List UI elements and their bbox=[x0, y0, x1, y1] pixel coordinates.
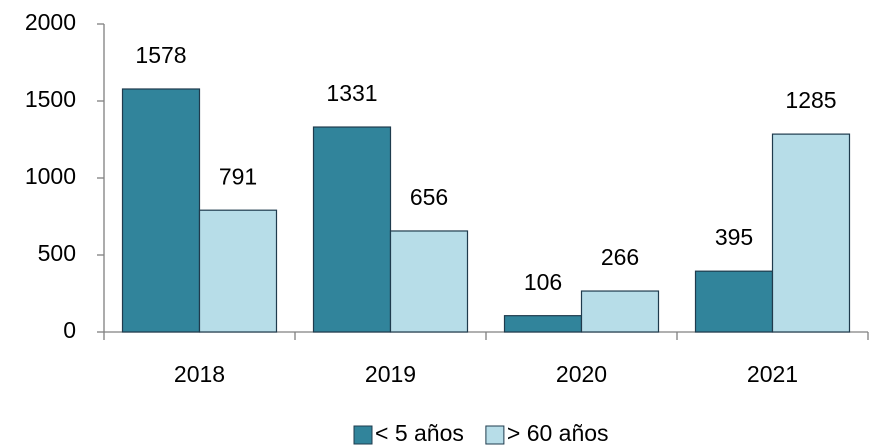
bar bbox=[771, 133, 851, 333]
legend-label: < 5 años bbox=[375, 420, 464, 446]
y-tick-label: 500 bbox=[38, 240, 76, 266]
value-label: 106 bbox=[524, 269, 562, 295]
value-label: 656 bbox=[410, 184, 448, 210]
y-tick-label: 1000 bbox=[25, 163, 76, 189]
bar bbox=[389, 230, 469, 333]
bar bbox=[694, 270, 774, 333]
x-tick-label: 2021 bbox=[747, 361, 798, 387]
bar bbox=[198, 209, 278, 333]
x-tick-label: 2018 bbox=[174, 361, 225, 387]
legend-swatch bbox=[353, 425, 373, 445]
x-tick-label: 2019 bbox=[365, 361, 416, 387]
value-label: 1331 bbox=[326, 80, 377, 106]
value-label: 1285 bbox=[785, 87, 836, 113]
x-tick-label: 2020 bbox=[556, 361, 607, 387]
bar bbox=[312, 126, 392, 333]
value-label: 1578 bbox=[135, 42, 186, 68]
y-tick-label: 0 bbox=[63, 317, 76, 343]
y-tick-label: 2000 bbox=[25, 9, 76, 35]
y-tick-label: 1500 bbox=[25, 86, 76, 112]
legend-swatch bbox=[485, 425, 505, 445]
value-label: 791 bbox=[219, 163, 257, 189]
bar bbox=[121, 88, 201, 333]
value-label: 395 bbox=[715, 224, 753, 250]
bar bbox=[580, 290, 660, 333]
value-label: 266 bbox=[601, 244, 639, 270]
bar bbox=[503, 315, 583, 333]
legend-label: > 60 años bbox=[507, 420, 609, 446]
